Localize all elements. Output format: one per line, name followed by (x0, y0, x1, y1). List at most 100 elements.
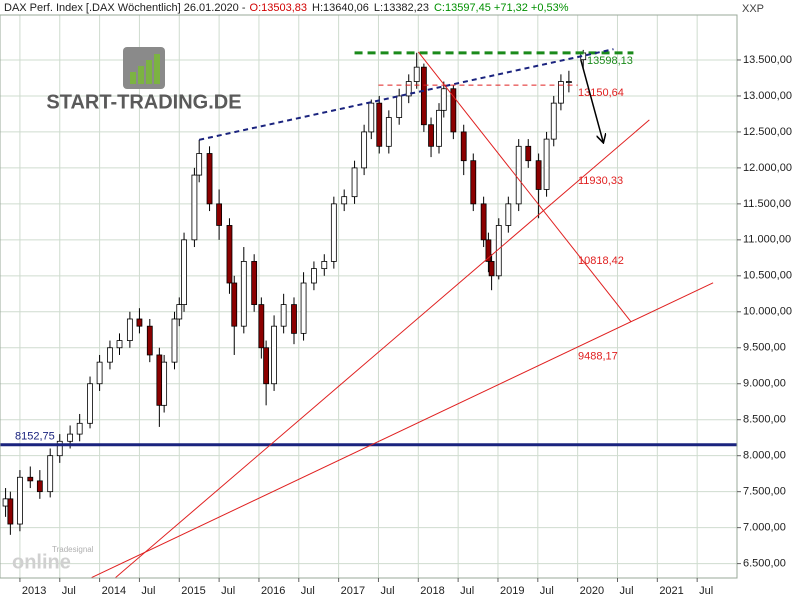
y-tick-label: 13.000,00 (743, 90, 792, 102)
candle-body (146, 325, 153, 356)
candle-body (291, 304, 297, 334)
candle-body (436, 109, 442, 147)
y-tick-label: 13.500,00 (743, 54, 792, 66)
x-tick-label: Jul (540, 585, 554, 597)
candle-body (67, 433, 74, 442)
trend-line (198, 48, 614, 141)
x-tick-label: 2013 (22, 585, 46, 597)
candle-body (226, 225, 233, 284)
quote-value: H:13640,06 (312, 2, 369, 14)
y-tick-label: 6.500,00 (743, 558, 786, 570)
candle-body (385, 117, 392, 147)
y-axis-label: XXP (742, 3, 764, 15)
x-tick-label: 2016 (261, 585, 285, 597)
candle-body (368, 102, 375, 133)
arrow (580, 59, 603, 142)
candle-body (361, 131, 368, 169)
y-tick-label: 12.500,00 (743, 126, 792, 138)
x-tick-label: 2017 (341, 585, 365, 597)
logo-bar (154, 54, 160, 84)
line-label: 8152,75 (15, 431, 55, 443)
chart-title: DAX Perf. Index [.DAX Wöchentlich] 26.01… (4, 2, 246, 14)
candle-body (240, 261, 247, 327)
candle-body (156, 354, 163, 406)
candle-body (87, 383, 93, 424)
candle-body (311, 268, 317, 284)
line-label: 13150,64 (578, 87, 624, 99)
candle-body (341, 196, 348, 205)
candle-body (181, 239, 187, 305)
y-tick-label: 10.500,00 (743, 270, 792, 282)
product-watermark: online (12, 551, 71, 573)
candle-body (321, 261, 328, 270)
quote-value: O:13503,83 (250, 2, 308, 14)
candle-body (231, 282, 238, 327)
candle-body (263, 347, 270, 385)
candle-body (96, 361, 103, 385)
candle-body (27, 476, 34, 482)
candle-body (2, 498, 9, 507)
y-tick-label: 8.000,00 (743, 450, 786, 462)
y-tick-label: 7.500,00 (743, 486, 786, 498)
candle-body (405, 81, 412, 97)
candle-body (480, 203, 487, 241)
candle-body (485, 239, 492, 262)
candle-body (351, 167, 358, 198)
candle-body (450, 88, 457, 133)
candle-body (171, 318, 178, 363)
x-tick-label: Jul (380, 585, 394, 597)
y-tick-label: 9.500,00 (743, 342, 786, 354)
trend-line (91, 282, 714, 579)
x-tick-label: Jul (301, 585, 315, 597)
candle-body (176, 304, 183, 320)
line-label: 10818,42 (578, 255, 624, 267)
logo-bar (130, 72, 136, 84)
candle-body (330, 203, 337, 262)
candle-body (470, 160, 477, 205)
trend-line (417, 51, 632, 323)
x-tick-label: 2018 (420, 585, 444, 597)
candle-body (488, 261, 495, 277)
x-tick-label: Jul (141, 585, 155, 597)
y-tick-label: 12.000,00 (743, 162, 792, 174)
y-tick-label: 10.000,00 (743, 306, 792, 318)
logo-bar (138, 66, 144, 84)
candle-body (505, 203, 512, 226)
candle-body (300, 282, 307, 334)
x-tick-label: 2019 (500, 585, 524, 597)
x-tick-label: 2015 (181, 585, 205, 597)
logo: START-TRADING.DE Tradesignal online (12, 47, 242, 573)
candle-body (515, 145, 522, 205)
candle-body (161, 361, 168, 406)
candle-body (565, 81, 572, 83)
y-tick-label: 11.500,00 (743, 198, 791, 210)
x-tick-label: 2014 (102, 585, 126, 597)
candle-body (216, 203, 223, 226)
y-tick-label: 7.000,00 (743, 522, 786, 534)
vendor-watermark: Tradesignal (52, 545, 94, 554)
candle-body (420, 66, 427, 126)
x-tick-label: Jul (62, 585, 76, 597)
candle-body (251, 261, 258, 305)
brand-watermark: START-TRADING.DE (46, 91, 241, 113)
x-tick-label: Jul (619, 585, 633, 597)
candle-body (280, 304, 287, 327)
x-tick-label: Jul (699, 585, 713, 597)
candle-body (191, 174, 198, 241)
candle-body (36, 480, 43, 493)
candle-body (271, 325, 277, 385)
candle-body (56, 440, 63, 457)
y-tick-label: 11.000,00 (743, 234, 791, 246)
candle-body (428, 124, 434, 147)
candle-body (196, 153, 203, 176)
quote: O:13503,83 H:13640,06 L:13382,23 C:13597,45… (250, 2, 569, 14)
y-tick-label: 8.500,00 (743, 414, 786, 426)
x-tick-label: 2020 (580, 585, 604, 597)
candle-body (136, 318, 143, 327)
candle-body (460, 131, 467, 162)
trend-line (115, 119, 650, 578)
candle-body (7, 498, 14, 525)
plot-frame (0, 14, 738, 579)
candle-body (17, 476, 23, 525)
